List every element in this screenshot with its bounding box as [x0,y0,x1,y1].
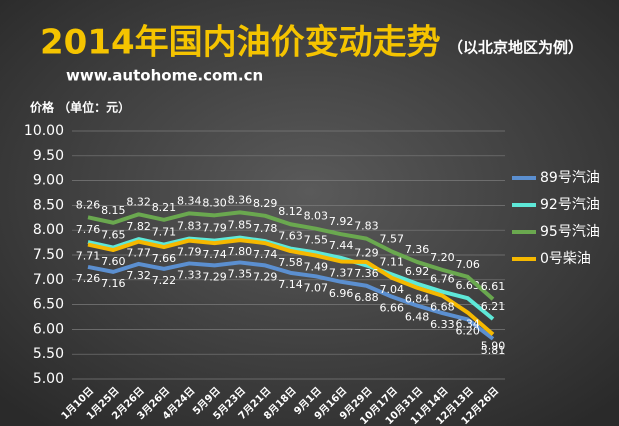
data-label: 6.88 [354,291,379,304]
data-label: 7.78 [253,222,278,235]
data-label: 7.44 [329,239,354,252]
data-label: 8.32 [126,195,151,208]
data-label: 7.76 [76,223,101,236]
data-label: 7.71 [76,250,101,263]
data-label: 7.26 [76,272,101,285]
data-label: 7.11 [380,255,405,268]
data-label: 7.63 [278,230,303,243]
data-label: 8.12 [278,205,303,218]
data-label: 6.96 [329,287,354,300]
y-axis-label: 价格 （单位：元） [30,100,130,115]
data-label: 6.76 [430,273,455,286]
data-label: 7.55 [304,234,329,247]
y-tick-label: 5.00 [33,371,64,387]
y-tick-label: 9.00 [33,173,64,189]
data-label: 7.85 [228,219,253,232]
data-label: 7.29 [253,270,278,283]
data-label: 8.29 [253,197,278,210]
data-label: 7.33 [177,268,202,281]
data-label: 7.60 [101,255,126,268]
y-tick-label: 7.50 [33,247,64,263]
data-label: 7.35 [228,267,253,280]
series-line [87,235,495,321]
chart-title: 2014年国内油价变动走势 [40,23,441,63]
data-label: 7.29 [202,270,227,283]
data-label: 7.16 [101,277,126,290]
data-label: 7.82 [126,220,151,233]
data-label: 7.04 [380,283,405,296]
series-line [87,210,495,301]
data-label: 6.61 [481,280,506,293]
data-label: 6.20 [455,324,480,337]
data-label: 7.14 [278,278,303,291]
data-label: 5.90 [481,339,506,352]
data-label: 7.22 [152,274,177,287]
chart-subtitle: （以北京地区为例） [448,39,583,57]
data-label: 8.15 [101,204,126,217]
data-label: 7.80 [228,245,253,258]
data-label: 7.37 [329,266,354,279]
data-label: 6.33 [430,318,455,331]
data-label: 7.06 [455,258,480,271]
data-label: 7.36 [405,243,430,256]
y-tick-label: 6.00 [33,321,64,337]
y-tick-label: 8.50 [33,197,64,213]
data-label: 8.30 [202,196,227,209]
data-label: 7.77 [126,247,151,260]
series-line [87,260,495,341]
data-label: 7.66 [152,252,177,265]
data-label: 6.84 [405,293,430,306]
data-label: 7.20 [430,251,455,264]
data-label: 8.26 [76,198,101,211]
source: www.autohome.com.cn [66,67,263,85]
data-label: 7.32 [126,269,151,282]
data-label: 6.92 [405,265,430,278]
legend-label: 0号柴油 [540,251,591,267]
y-tick-label: 8.00 [33,222,64,238]
y-tick-label: 7.00 [33,272,64,288]
data-label: 7.07 [304,281,329,294]
legend-label: 95号汽油 [540,224,600,240]
data-label: 6.68 [430,301,455,314]
data-label: 8.03 [304,210,329,223]
data-label: 7.83 [177,220,202,233]
y-tick-label: 5.50 [33,346,64,362]
data-label: 7.65 [101,229,126,242]
data-label: 8.34 [177,194,202,207]
data-label: 7.57 [380,233,405,246]
series-line [87,238,495,336]
data-label: 6.66 [380,302,405,315]
data-label: 7.71 [152,226,177,239]
data-label: 7.92 [329,215,354,228]
data-label: 7.83 [354,220,379,233]
data-label: 8.36 [228,193,253,206]
data-label: 6.34 [455,318,480,331]
data-label: 6.21 [481,300,506,313]
data-label: 7.79 [177,246,202,259]
data-label: 7.36 [354,267,379,280]
data-label: 5.81 [481,344,506,357]
data-label: 7.79 [202,222,227,235]
data-label: 6.48 [405,311,430,324]
legend-label: 92号汽油 [540,197,600,213]
data-label: 7.74 [253,248,278,261]
data-label: 7.74 [202,248,227,261]
y-tick-label: 6.50 [33,297,64,313]
data-label: 7.49 [304,260,329,273]
data-label: 7.58 [278,256,303,269]
data-label: 7.29 [354,246,379,259]
y-tick-label: 9.50 [33,148,64,164]
y-tick-label: 10.00 [24,123,64,139]
data-label: 8.21 [152,201,177,214]
legend-label: 89号汽油 [540,170,600,186]
